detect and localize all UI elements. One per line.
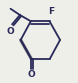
Text: O: O <box>7 27 14 36</box>
Text: F: F <box>48 7 54 16</box>
Text: O: O <box>27 70 35 79</box>
